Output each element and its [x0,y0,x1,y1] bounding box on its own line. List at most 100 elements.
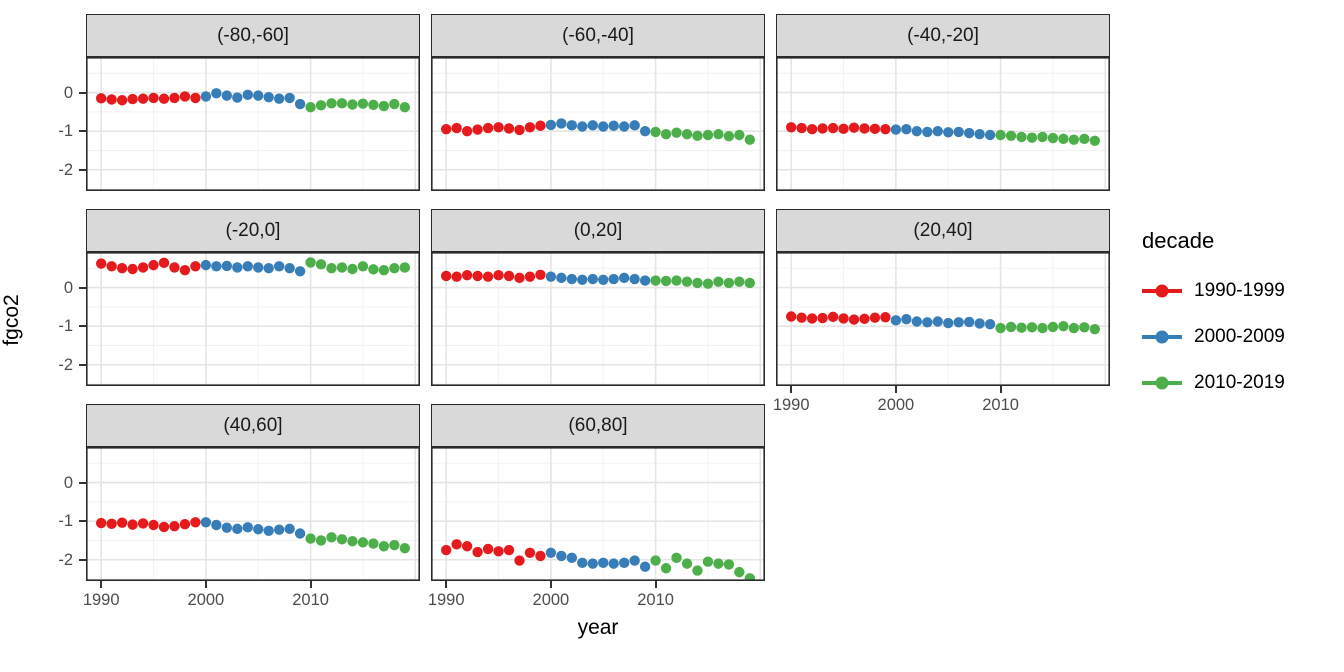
data-point-1996 [158,93,170,104]
facet-panel-7 [431,447,765,581]
y-tick-mark [79,130,86,133]
data-point-2019 [399,542,411,554]
data-point-2010 [305,257,316,268]
data-point-2014 [692,130,703,141]
data-point-1996 [503,544,515,556]
data-point-1998 [524,122,536,133]
data-point-2006 [608,558,619,569]
data-point-2015 [1047,132,1059,144]
legend-label: 2010-2019 [1194,372,1285,393]
data-point-2003 [232,262,243,273]
y-tick-mark [79,481,86,484]
x-tick-mark [309,581,312,588]
facet-strip-label: (60,80] [568,414,628,436]
data-point-1996 [158,521,170,533]
facet-strip-label: (-80,-60] [217,24,289,46]
data-point-2011 [660,129,672,140]
x-tick-mark [654,581,657,588]
legend-entry-1990-1999: 1990-1999 [1140,276,1285,306]
data-point-1992 [806,313,818,324]
data-point-2012 [326,263,337,274]
data-point-1995 [148,259,159,271]
y-tick-mark [79,91,86,94]
x-tick-mark [549,581,552,588]
data-point-2016 [368,99,379,111]
facet-strip-0: (-80,-60] [86,14,420,57]
data-point-1999 [880,312,891,323]
data-point-2007 [618,557,630,569]
data-point-1992 [461,269,473,281]
data-point-2012 [671,127,682,138]
data-point-1991 [451,539,462,550]
data-point-1995 [493,122,504,133]
data-point-2019 [744,277,756,289]
data-point-1993 [472,270,483,282]
data-point-2007 [618,272,630,284]
data-point-1994 [137,518,149,529]
data-point-2001 [901,124,912,135]
legend-entry-2000-2009: 2000-2009 [1140,322,1285,352]
data-point-2000 [200,517,212,528]
data-point-2003 [232,523,243,535]
data-point-1998 [869,123,881,135]
y-tick-mark [79,325,86,328]
data-point-2004 [242,89,253,101]
data-point-2003 [922,317,933,328]
data-point-2000 [890,315,902,326]
facet-panel-3 [86,252,420,386]
data-point-1998 [179,264,191,276]
data-point-2018 [1079,322,1090,333]
facet-strip-3: (-20,0] [86,209,420,252]
legend-key-line-dot-icon [1142,330,1182,344]
data-point-1997 [169,520,180,532]
data-point-2002 [911,125,923,137]
data-point-2019 [399,262,411,273]
data-point-1996 [503,270,515,282]
data-point-2004 [587,120,598,131]
data-point-1993 [127,263,138,275]
data-point-2006 [953,317,964,328]
data-point-1999 [535,120,546,131]
facet-strip-6: (40,60] [86,404,420,447]
data-point-1991 [796,122,807,134]
data-point-1993 [817,123,828,134]
data-point-2000 [200,91,212,102]
data-point-2017 [723,277,735,289]
data-point-1998 [179,91,191,102]
legend-entry-2010-2019: 2010-2019 [1140,368,1285,398]
data-point-2001 [556,118,567,129]
data-point-1995 [148,519,159,531]
data-point-2008 [629,555,640,566]
facet-strip-label: (40,60] [223,414,283,436]
data-point-2012 [326,532,337,543]
data-point-2015 [702,129,714,141]
data-point-2001 [556,272,567,284]
data-point-2009 [639,125,651,137]
data-point-1994 [482,543,494,555]
data-point-2007 [963,316,975,328]
data-point-1996 [503,123,515,134]
x-tick-label: 2010 [982,396,1019,414]
data-point-2013 [1026,322,1038,333]
x-tick-label: 2000 [532,591,570,609]
data-point-1998 [524,271,536,282]
y-tick-mark [79,363,86,366]
data-point-2011 [660,563,672,574]
x-tick-label: 2000 [877,396,915,414]
data-point-2000 [545,547,557,559]
data-point-2016 [1058,133,1069,145]
data-point-2004 [932,316,943,327]
data-point-2016 [713,558,724,569]
data-point-2008 [284,523,295,535]
data-point-2013 [336,98,348,109]
data-point-1997 [169,262,180,273]
data-point-2014 [347,536,358,547]
data-point-2014 [1037,322,1048,334]
facet-panel-1 [431,57,765,191]
data-point-2005 [253,90,264,101]
data-point-2008 [629,120,640,131]
y-tick-label: -1 [58,317,73,336]
facet-panel-0 [86,57,420,191]
data-point-2016 [713,276,724,287]
data-point-2000 [890,124,902,135]
